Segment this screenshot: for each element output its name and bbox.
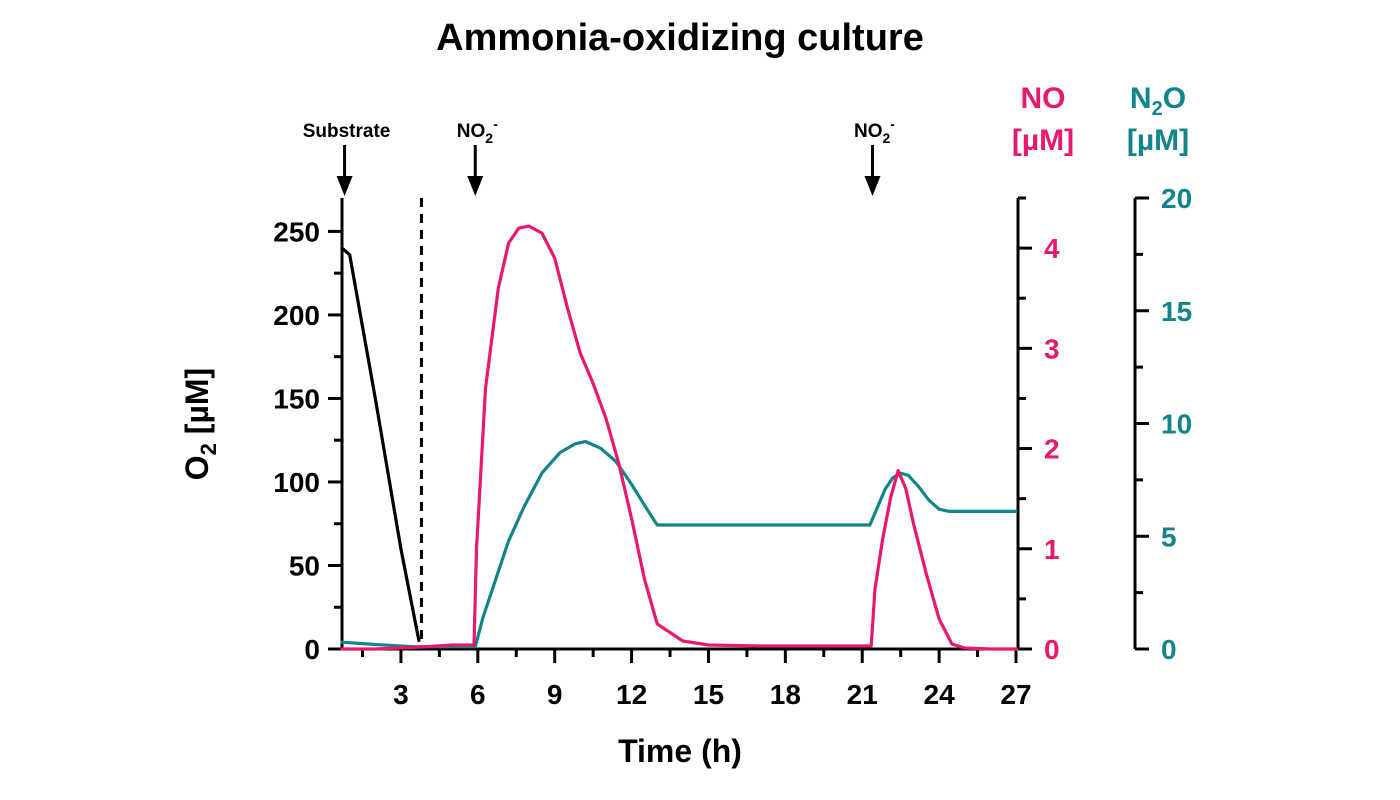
o2-tick-label: 150	[273, 383, 320, 414]
annotations: Substrate NO2- NO2-	[303, 116, 895, 196]
series-layer	[340, 198, 1018, 651]
no-series-line	[340, 224, 1018, 651]
no-axis-unit: [µM]	[1012, 124, 1074, 157]
no-tick-label: 4	[1044, 233, 1060, 264]
annotation-arrow-head	[864, 176, 881, 196]
no-tick-label: 1	[1044, 534, 1060, 565]
x-tick-label: 18	[770, 679, 801, 710]
chart-title: Ammonia-oxidizing culture	[436, 17, 924, 59]
n2o-axis-unit: [µM]	[1127, 124, 1189, 157]
o2-tick-label: 200	[273, 300, 320, 331]
o2-tick-label: 50	[289, 550, 320, 581]
no-tick-label: 0	[1044, 634, 1060, 665]
n2o-tick-label: 10	[1161, 409, 1192, 440]
x-tick-label: 24	[924, 679, 956, 710]
x-tick-label: 27	[1000, 679, 1031, 710]
annotation-label: NO2-	[457, 116, 498, 146]
x-tick-label: 9	[547, 679, 563, 710]
o2-tick-label: 250	[273, 216, 320, 247]
o2-tick-label: 100	[273, 467, 320, 498]
o2-tick-label: 0	[304, 634, 320, 665]
o2-axis-title: O2 [µM]	[179, 368, 221, 480]
no-tick-label: 3	[1044, 333, 1060, 364]
x-tick-label: 6	[470, 679, 486, 710]
no-axis-title: NO	[1021, 82, 1066, 115]
annotation-arrow-head	[336, 176, 353, 196]
n2o-tick-label: 15	[1161, 296, 1192, 327]
annotation-label: NO2-	[854, 116, 895, 146]
x-tick-label: 12	[616, 679, 647, 710]
n2o-tick-label: 0	[1161, 634, 1177, 665]
annotation-arrow-head	[467, 176, 484, 196]
x-tick-label: 15	[693, 679, 724, 710]
x-axis-title: Time (h)	[618, 733, 742, 769]
o2-series-line	[340, 246, 421, 643]
n2o-tick-label: 20	[1161, 183, 1192, 214]
x-tick-label: 3	[393, 679, 409, 710]
no-tick-label: 2	[1044, 434, 1060, 465]
annotation-label: Substrate	[303, 121, 391, 142]
axes: 3 6 9 12 15 18 21 24 270501001502002500123405101…	[179, 82, 1192, 710]
n2o-tick-label: 5	[1161, 521, 1177, 552]
x-tick-label: 21	[847, 679, 878, 710]
n2o-series-line	[340, 439, 1018, 649]
n2o-axis-title: N2O	[1130, 82, 1186, 120]
